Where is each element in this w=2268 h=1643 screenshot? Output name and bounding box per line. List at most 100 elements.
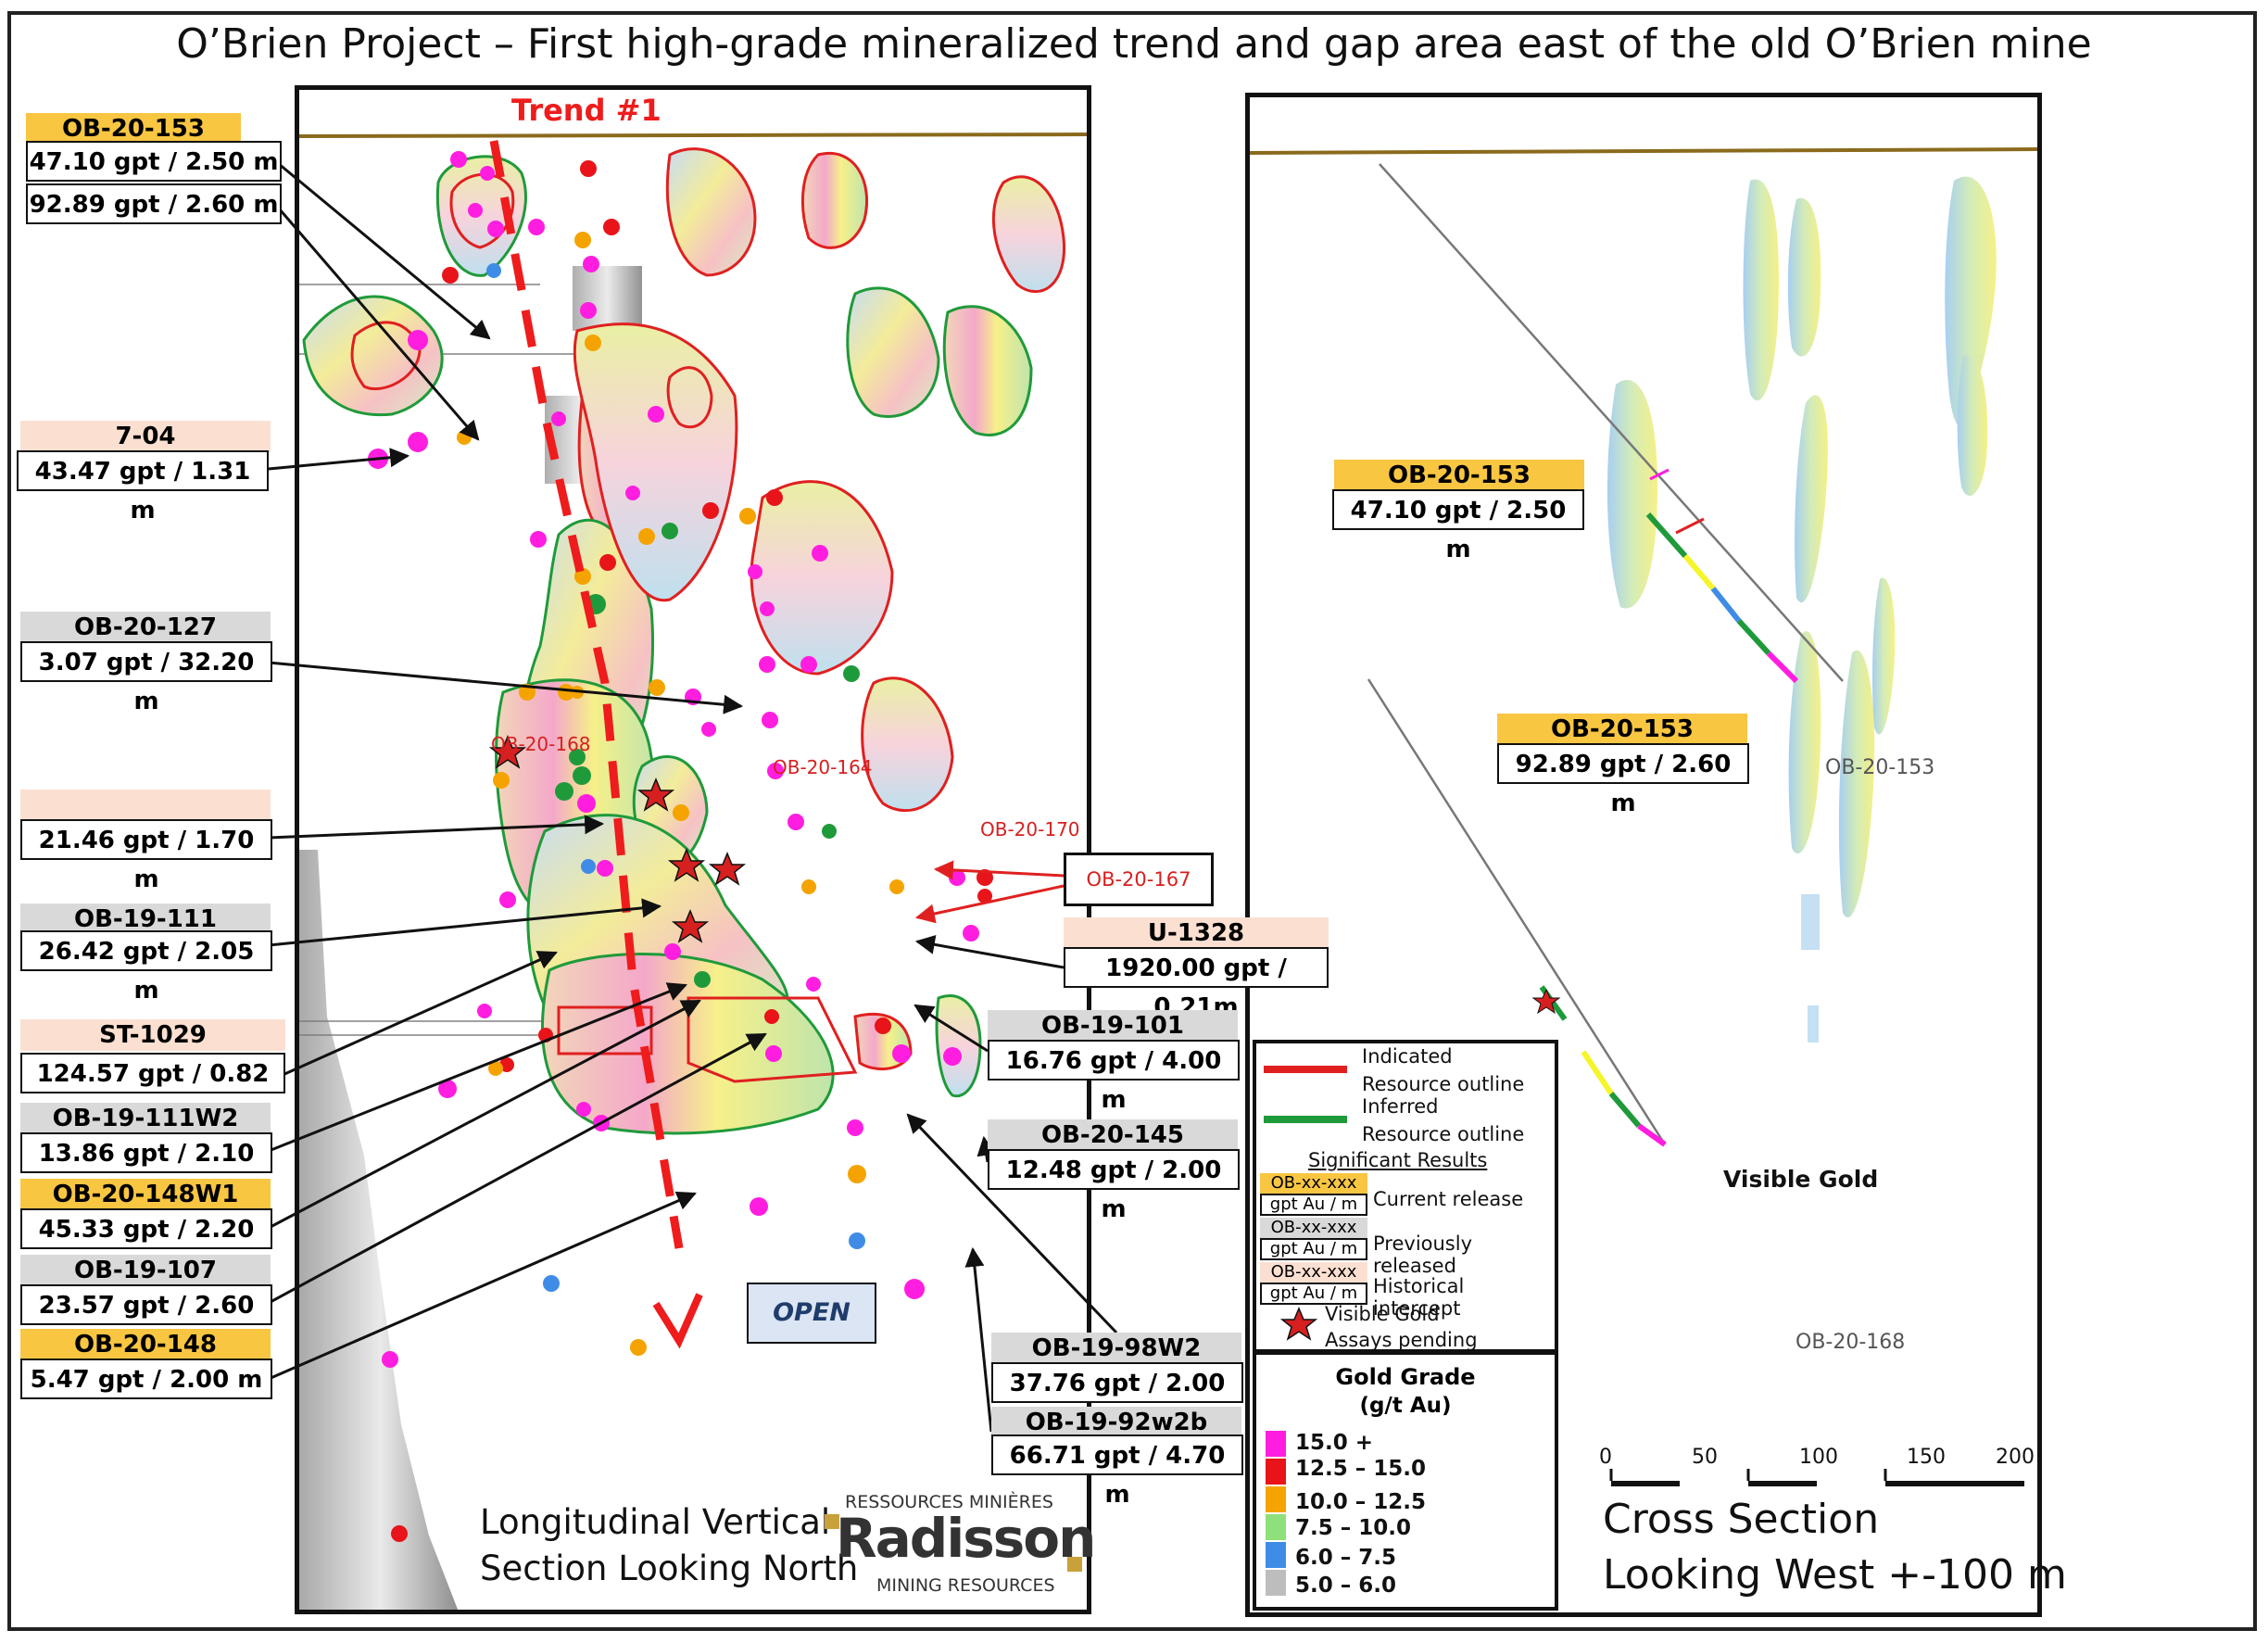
trend-label: Trend #1	[511, 93, 662, 128]
ob-20-167-box: OB-20-167	[1064, 853, 1214, 906]
logo-name: Radisson	[836, 1507, 1096, 1570]
longitudinal-section-map	[299, 133, 1087, 1610]
cross-callout-2-id: OB-20-153	[1497, 714, 1747, 745]
gold-grade-legend: Gold Grade (g/t Au) 15.0 + 12.5 – 15.0 1…	[1253, 1351, 1558, 1611]
callout-ob-20-127-id: OB-20-127	[20, 612, 271, 643]
visible-gold-star	[1531, 988, 1561, 1015]
legend-previous-label: Previously released	[1373, 1232, 1473, 1277]
grade-swatch-2	[1266, 1459, 1286, 1485]
cross-caption-line-2: Looking West +-100 m	[1603, 1551, 2067, 1599]
radisson-logo: RESSOURCES MINIÈRES Radisson MINING RESO…	[825, 1492, 1096, 1603]
logo-mark-icon-2	[1067, 1557, 1082, 1572]
hole-label-ob-20-168: OB-20-168	[491, 733, 591, 755]
longitudinal-caption: Longitudinal Vertical Section Looking No…	[480, 1499, 858, 1592]
drill-hole-ob-20-168	[1367, 678, 1667, 1145]
callout-ob-19-101-value: 16.76 gpt / 4.00 m	[988, 1040, 1240, 1114]
legend-previous-unit: gpt Au / m	[1260, 1238, 1367, 1260]
callout-7-04-value: 43.47 gpt / 1.31 m	[17, 450, 269, 524]
trend-arrowhead	[652, 1293, 703, 1349]
callout-u-1328-id: U-1328	[1064, 917, 1329, 949]
callout-ob-20-148w1-value: 45.33 gpt / 2.20 m	[20, 1208, 272, 1283]
legend-star-icon	[1280, 1307, 1317, 1341]
legend-historical-label: Historical intercept	[1373, 1275, 1465, 1320]
visible-gold-stars	[488, 735, 747, 943]
callout-ob-19-98w2-value: 37.76 gpt / 2.00 m	[991, 1362, 1243, 1436]
cross-hole-label-ob-20-153: OB-20-153	[1825, 756, 1935, 779]
scale-tick-100: 100	[1799, 1446, 1838, 1469]
cross-section-caption: Cross Section Looking West +-100 m	[1603, 1492, 2067, 1603]
grade-swatch-4	[1266, 1514, 1286, 1540]
cross-hole-label-ob-20-168: OB-20-168	[1796, 1331, 1906, 1354]
grade-swatch-1	[1266, 1431, 1286, 1457]
legend-indicated-label-2: Resource outline	[1362, 1073, 1525, 1095]
old-stope	[573, 266, 642, 331]
callout-ob-20-153-value-2: 92.89 gpt / 2.60 m	[26, 183, 282, 224]
callout-ob-19-111-id: OB-19-111	[20, 904, 271, 935]
surface-line	[1250, 147, 2037, 155]
callout-ob-19-98w2-id: OB-19-98W2	[991, 1333, 1241, 1364]
callout-ob-20-148-id: OB-20-148	[20, 1329, 271, 1360]
grade-swatch-3	[1266, 1486, 1286, 1512]
callout-ob-20-148w1-id: OB-20-148W1	[20, 1179, 271, 1210]
longitudinal-caption-line-1: Longitudinal Vertical	[480, 1502, 831, 1542]
hole-label-ob-20-170: OB-20-170	[980, 818, 1080, 840]
figure-title: O’Brien Project – First high-grade miner…	[176, 20, 2092, 68]
callout-ob-19-111w2-value: 13.86 gpt / 2.10 m	[20, 1132, 272, 1207]
legend-current-id: OB-xx-xxx	[1260, 1173, 1367, 1194]
grade-swatch-5	[1266, 1542, 1286, 1568]
intercept-tick	[1675, 517, 1705, 535]
legend-indicated-swatch	[1264, 1066, 1347, 1073]
cross-callout-2-value: 92.89 gpt / 2.60 m	[1497, 743, 1749, 817]
surface-line	[299, 133, 1087, 138]
intercept-tick	[1649, 468, 1670, 481]
callout-unnamed-id	[20, 790, 271, 821]
callout-ob-19-101-id: OB-19-101	[988, 1010, 1238, 1042]
grade-label-4: 7.5 – 10.0	[1295, 1516, 1412, 1540]
callout-ob-20-145-value: 12.48 gpt / 2.00 m	[988, 1149, 1240, 1223]
legend-assays-pending: Assays pending	[1325, 1329, 1478, 1351]
scale-tick-50: 50	[1692, 1446, 1718, 1469]
scale-tick-0: 0	[1599, 1446, 1612, 1469]
legend-historical-id: OB-xx-xxx	[1260, 1262, 1367, 1283]
legend-inferred-label: Inferred	[1362, 1095, 1439, 1118]
drill-hole-ob-20-153	[1379, 163, 1844, 682]
longitudinal-caption-line-2: Section Looking North	[480, 1548, 859, 1588]
callout-ob-20-148-value: 5.47 gpt / 2.00 m	[20, 1359, 272, 1399]
visible-gold-label: Visible Gold	[1723, 1166, 1879, 1193]
grade-legend-title: Gold Grade	[1335, 1364, 1476, 1390]
callout-ob-19-111-value: 26.42 gpt / 2.05 m	[20, 930, 272, 1005]
open-label: OPEN	[747, 1283, 876, 1344]
scale-tick-150: 150	[1907, 1446, 1946, 1469]
legend-current-label: Current release	[1373, 1188, 1524, 1210]
cross-section-map	[1250, 147, 2037, 1486]
old-mine-workings	[299, 850, 459, 1610]
ob-20-167-text: OB-20-167	[1086, 868, 1191, 891]
scale-tick-200: 200	[1996, 1446, 2035, 1469]
resource-blocks	[302, 147, 1066, 1135]
callout-ob-20-153-id: OB-20-153	[26, 113, 241, 145]
drill-hole-assays	[1539, 512, 1799, 1147]
callout-ob-19-92w2b-id: OB-19-92w2b	[991, 1407, 1241, 1438]
cross-grade-blocks	[1606, 176, 1997, 1043]
callout-ob-20-153-value-1: 47.10 gpt / 2.50 m	[26, 141, 282, 182]
legend-visible-gold: Visible Gold	[1325, 1303, 1440, 1325]
grade-label-2: 12.5 – 15.0	[1295, 1457, 1427, 1481]
callout-st-1029-value: 124.57 gpt / 0.82 m	[20, 1053, 285, 1127]
logo-top-text: RESSOURCES MINIÈRES	[845, 1492, 1053, 1512]
callout-u-1328-value: 1920.00 gpt / 0.21m	[1064, 947, 1329, 1021]
cross-callout-1-value: 47.10 gpt / 2.50 m	[1332, 489, 1584, 563]
longitudinal-section-panel	[295, 85, 1091, 1614]
legend-indicated-label: Indicated	[1362, 1045, 1453, 1068]
grade-swatch-6	[1266, 1570, 1286, 1596]
grade-label-5: 6.0 – 7.5	[1295, 1546, 1397, 1570]
logo-mark-icon	[825, 1514, 839, 1529]
legend-current-unit: gpt Au / m	[1260, 1194, 1367, 1216]
callout-ob-20-127-value: 3.07 gpt / 32.20 m	[20, 641, 272, 715]
legend-previous-id: OB-xx-xxx	[1260, 1218, 1367, 1238]
open-text: OPEN	[773, 1298, 850, 1327]
cross-callout-1-id: OB-20-153	[1334, 460, 1584, 491]
callout-ob-20-145-id: OB-20-145	[988, 1119, 1238, 1151]
legend-inferred-label-2: Resource outline	[1362, 1123, 1525, 1145]
legend: Indicated Resource outline Inferred Reso…	[1253, 1040, 1558, 1353]
grade-label-1: 15.0 +	[1295, 1431, 1374, 1455]
